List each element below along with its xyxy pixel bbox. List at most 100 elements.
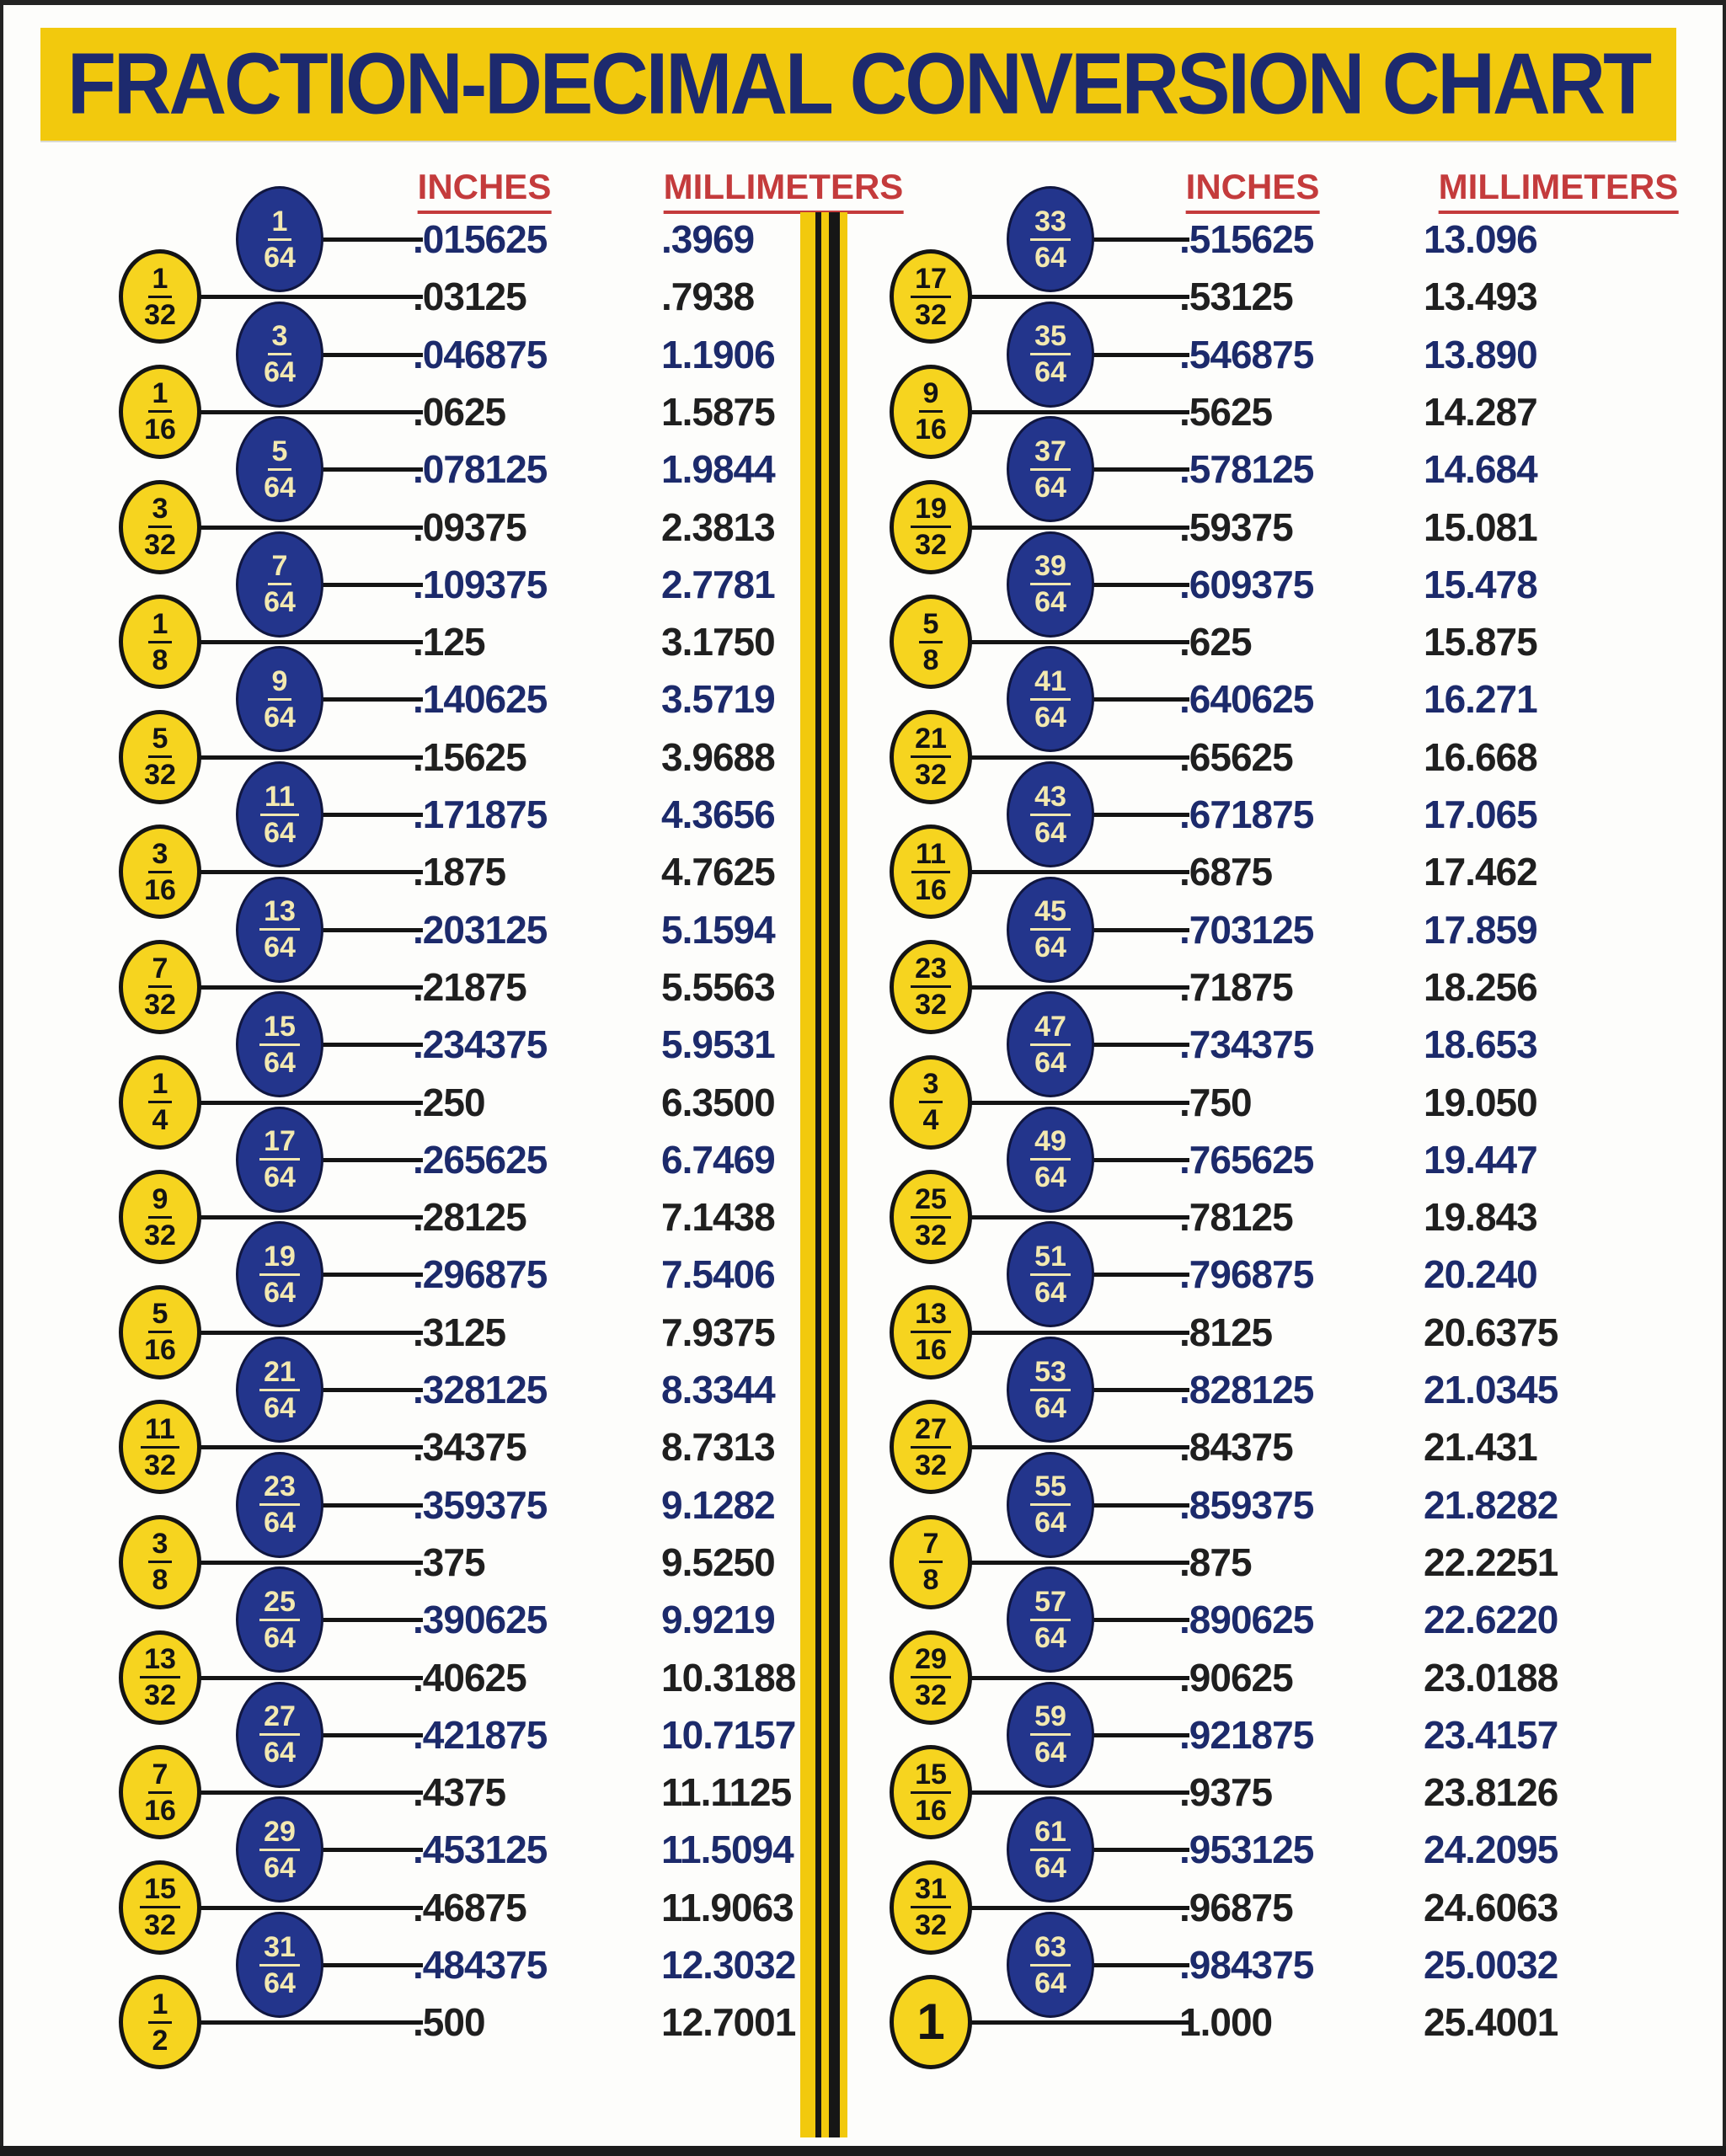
fraction-denominator: 32 — [915, 989, 947, 1022]
connector-line — [1050, 1388, 1189, 1392]
inches-value: .140625 — [413, 677, 548, 722]
millimeters-value: 3.5719 — [661, 677, 776, 722]
fraction-badge: 1 2 — [119, 1975, 201, 2070]
fraction-badge: 9 16 — [890, 364, 972, 459]
inches-value: .515625 — [1179, 217, 1314, 261]
inches-value: .90625 — [1179, 1655, 1294, 1700]
fraction-denominator: 4 — [152, 1104, 168, 1136]
fraction-denominator: 16 — [915, 1334, 947, 1367]
millimeters-value: 16.668 — [1424, 734, 1538, 779]
millimeters-value: 4.7625 — [661, 850, 776, 894]
connector-line — [1050, 697, 1189, 702]
fraction-denominator: 32 — [915, 1909, 947, 1942]
connector-line — [931, 409, 1189, 414]
connector-line — [931, 1215, 1189, 1220]
fraction-denominator: 32 — [915, 529, 947, 561]
fraction-denominator: 64 — [264, 471, 296, 504]
fraction-badge: 5 32 — [119, 709, 201, 804]
fraction-numerator: 61 — [1030, 1817, 1071, 1851]
fraction-badge: 31 64 — [236, 1912, 323, 2018]
inches-value: .46875 — [413, 1885, 527, 1929]
fraction-badge: 29 64 — [236, 1796, 323, 1903]
inches-value: .796875 — [1179, 1252, 1314, 1297]
fraction-numerator: 15 — [911, 1760, 951, 1794]
fraction-badge: 9 32 — [119, 1170, 201, 1265]
fraction-numerator: 11 — [911, 840, 950, 873]
fraction-badge: 41 64 — [1007, 646, 1094, 753]
millimeters-value: 22.6220 — [1424, 1598, 1558, 1642]
fraction-denominator: 64 — [264, 1276, 296, 1309]
connector-line — [278, 697, 423, 702]
millimeters-value: 2.7781 — [661, 562, 776, 606]
fraction-badge: 1 32 — [119, 249, 201, 344]
fraction-denominator: 32 — [144, 1679, 176, 1711]
connector-line — [278, 1963, 423, 1967]
fraction-numerator: 9 — [918, 379, 943, 414]
connector-line — [160, 870, 423, 875]
fraction-denominator: 64 — [264, 931, 296, 964]
fraction-denominator: 32 — [144, 989, 176, 1022]
divider-stripe-yellow — [800, 212, 815, 2137]
connector-line — [278, 1273, 423, 1278]
fraction-badge: 53 64 — [1007, 1337, 1094, 1443]
fraction-denominator: 64 — [264, 701, 296, 734]
fraction-badge: 5 64 — [236, 416, 323, 523]
inches-value: .265625 — [413, 1137, 548, 1182]
millimeters-value: 10.3188 — [661, 1655, 796, 1700]
fraction-denominator: 64 — [1034, 816, 1066, 849]
fraction-badge: 43 64 — [1007, 761, 1094, 867]
fraction-numerator: 55 — [1030, 1472, 1071, 1507]
millimeters-value: 25.4001 — [1424, 2000, 1558, 2045]
fraction-badge: 17 64 — [236, 1106, 323, 1213]
inches-value: .421875 — [413, 1712, 548, 1757]
millimeters-value: 17.462 — [1424, 850, 1538, 894]
fraction-badge: 61 64 — [1007, 1796, 1094, 1903]
fraction-badge: 21 64 — [236, 1337, 323, 1443]
connector-line — [1050, 237, 1189, 242]
inches-value: .59375 — [1179, 504, 1294, 549]
fraction-badge: 11 16 — [890, 825, 972, 920]
millimeters-value: 7.9375 — [661, 1310, 776, 1354]
fraction-badge: 27 32 — [890, 1400, 972, 1495]
fraction-numerator: 1 — [147, 610, 173, 643]
inches-value: .546875 — [1179, 332, 1314, 376]
fraction-denominator: 64 — [264, 1621, 296, 1654]
connector-line — [1050, 1618, 1189, 1623]
connector-line — [160, 1675, 423, 1680]
connector-line — [278, 582, 423, 587]
inches-value: .71875 — [1179, 964, 1294, 1009]
fraction-denominator: 64 — [1034, 1276, 1066, 1309]
fraction-numerator: 5 — [918, 610, 943, 643]
inches-value: .96875 — [1179, 1885, 1294, 1929]
fraction-badge: 13 16 — [890, 1284, 972, 1380]
millimeters-value: 15.081 — [1424, 504, 1538, 549]
fraction-denominator: 32 — [144, 1449, 176, 1481]
fraction-denominator: 64 — [1034, 701, 1066, 734]
inches-value: .015625 — [413, 217, 548, 261]
fraction-badge: 49 64 — [1007, 1106, 1094, 1213]
millimeters-value: 9.5250 — [661, 1540, 776, 1584]
connector-line — [1050, 1273, 1189, 1278]
fraction-denominator: 64 — [264, 1507, 296, 1540]
fraction-numerator: 3 — [147, 840, 173, 873]
millimeters-value: 24.6063 — [1424, 1885, 1558, 1929]
inches-value: .375 — [413, 1540, 486, 1584]
fraction-numerator: 1 — [916, 1993, 945, 2051]
inches-value: .500 — [413, 2000, 486, 2045]
millimeters-value: 4.3656 — [661, 792, 776, 836]
fraction-numerator: 11 — [260, 782, 299, 816]
center-divider-stripes — [800, 212, 847, 2137]
inches-value: .875 — [1179, 1540, 1253, 1584]
millimeters-value: .3969 — [661, 217, 755, 261]
millimeters-value: 14.287 — [1424, 389, 1538, 434]
fraction-badge: 23 32 — [890, 939, 972, 1034]
millimeters-value: 11.9063 — [661, 1885, 794, 1929]
millimeters-value: 21.431 — [1424, 1425, 1538, 1470]
fraction-numerator: 3 — [147, 1529, 173, 1564]
fraction-denominator: 64 — [1034, 356, 1066, 389]
fraction-numerator: 57 — [1030, 1588, 1071, 1621]
inches-value: .625 — [1179, 620, 1253, 664]
millimeters-value: 6.7469 — [661, 1137, 776, 1182]
fraction-badge: 39 64 — [1007, 531, 1094, 638]
fraction-numerator: 59 — [1030, 1702, 1071, 1737]
